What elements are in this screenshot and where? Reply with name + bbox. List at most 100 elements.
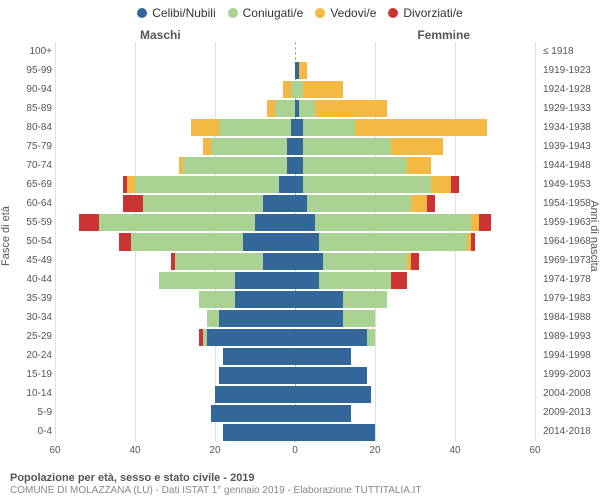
bar-male-married	[175, 253, 263, 270]
chart-container: Celibi/NubiliConiugati/eVedovi/eDivorzia…	[0, 0, 600, 500]
y-tick-birth: 1979-1983	[543, 294, 598, 304]
y-tick-age: 70-74	[2, 161, 52, 171]
bar-female-single	[295, 310, 343, 327]
footer: Popolazione per età, sesso e stato civil…	[10, 472, 422, 496]
y-tick-age: 20-24	[2, 351, 52, 361]
bar-female-widowed	[407, 157, 431, 174]
bar-male-widowed	[267, 100, 275, 117]
bar-female-widowed	[315, 100, 387, 117]
bar-female-widowed	[303, 81, 343, 98]
plot-area	[55, 42, 535, 442]
legend-item: Celibi/Nubili	[137, 6, 215, 20]
bar-female-married	[295, 81, 303, 98]
bar-male-single	[223, 348, 295, 365]
bar-male-married	[135, 176, 279, 193]
bar-female-single	[295, 195, 307, 212]
bar-female-divorced	[451, 176, 459, 193]
bar-female-divorced	[411, 253, 419, 270]
y-tick-age: 40-44	[2, 275, 52, 285]
age-row	[55, 156, 535, 175]
legend-item: Divorziati/e	[388, 6, 462, 20]
bar-female-married	[307, 195, 411, 212]
bar-female-single	[295, 424, 375, 441]
y-tick-birth: 1994-1998	[543, 351, 598, 361]
y-tick-birth: 1969-1973	[543, 256, 598, 266]
y-tick-age: 5-9	[2, 408, 52, 418]
bar-female-married	[303, 119, 355, 136]
y-tick-age: 45-49	[2, 256, 52, 266]
bar-male-married	[131, 233, 243, 250]
bar-female-married	[315, 214, 471, 231]
age-row	[55, 404, 535, 423]
bar-female-married	[323, 253, 407, 270]
y-tick-age: 90-94	[2, 85, 52, 95]
bar-female-single	[295, 367, 367, 384]
bar-female-married	[343, 310, 375, 327]
y-tick-birth: 2009-2013	[543, 408, 598, 418]
bar-female-widowed	[299, 62, 307, 79]
bar-female-single	[295, 348, 351, 365]
y-tick-birth: 1999-2003	[543, 370, 598, 380]
bar-male-married	[183, 157, 287, 174]
y-tick-birth: 1959-1963	[543, 218, 598, 228]
bar-male-single	[235, 291, 295, 308]
bar-female-married	[319, 272, 391, 289]
age-row	[55, 328, 535, 347]
bar-male-divorced	[119, 233, 131, 250]
y-tick-birth: 1934-1938	[543, 123, 598, 133]
y-tick-age: 50-54	[2, 237, 52, 247]
age-row	[55, 309, 535, 328]
age-row	[55, 61, 535, 80]
y-tick-age: 80-84	[2, 123, 52, 133]
bar-male-single	[223, 424, 295, 441]
y-tick-age: 75-79	[2, 142, 52, 152]
chart-subtitle: COMUNE DI MOLAZZANA (LU) - Dati ISTAT 1°…	[10, 485, 422, 496]
bar-female-married	[303, 176, 431, 193]
legend: Celibi/NubiliConiugati/eVedovi/eDivorzia…	[0, 6, 600, 21]
bar-female-married	[367, 329, 375, 346]
bar-female-divorced	[427, 195, 435, 212]
bar-male-widowed	[283, 81, 291, 98]
bar-female-single	[295, 386, 371, 403]
y-tick-age: 95-99	[2, 66, 52, 76]
bar-male-single	[235, 272, 295, 289]
bar-female-single	[295, 405, 351, 422]
bar-male-divorced	[79, 214, 99, 231]
bar-female-single	[295, 119, 303, 136]
x-tick: 60	[529, 445, 540, 456]
left-side-label: Maschi	[140, 28, 181, 42]
bar-female-single	[295, 233, 319, 250]
y-tick-birth: 2014-2018	[543, 427, 598, 437]
legend-label: Divorziati/e	[403, 6, 462, 20]
age-row	[55, 99, 535, 118]
bar-male-married	[275, 100, 295, 117]
y-tick-birth: 1919-1923	[543, 66, 598, 76]
bar-male-single	[263, 195, 295, 212]
bar-female-widowed	[431, 176, 451, 193]
legend-item: Coniugati/e	[228, 6, 304, 20]
age-row	[55, 290, 535, 309]
bar-male-single	[219, 310, 295, 327]
age-row	[55, 271, 535, 290]
y-tick-age: 10-14	[2, 389, 52, 399]
bar-male-married	[211, 138, 287, 155]
y-tick-birth: 1949-1953	[543, 180, 598, 190]
bar-male-single	[211, 405, 295, 422]
bar-female-single	[295, 272, 319, 289]
bar-female-married	[319, 233, 467, 250]
y-tick-age: 55-59	[2, 218, 52, 228]
right-side-label: Femmine	[417, 28, 470, 42]
bar-female-single	[295, 176, 303, 193]
bar-female-divorced	[479, 214, 491, 231]
bar-female-single	[295, 138, 303, 155]
bar-female-divorced	[391, 272, 407, 289]
y-tick-birth: 1924-1928	[543, 85, 598, 95]
bar-female-single	[295, 253, 323, 270]
bar-male-single	[263, 253, 295, 270]
age-row	[55, 80, 535, 99]
age-row	[55, 423, 535, 442]
age-row	[55, 347, 535, 366]
legend-swatch	[228, 8, 238, 18]
y-tick-birth: 1939-1943	[543, 142, 598, 152]
legend-swatch	[137, 8, 147, 18]
